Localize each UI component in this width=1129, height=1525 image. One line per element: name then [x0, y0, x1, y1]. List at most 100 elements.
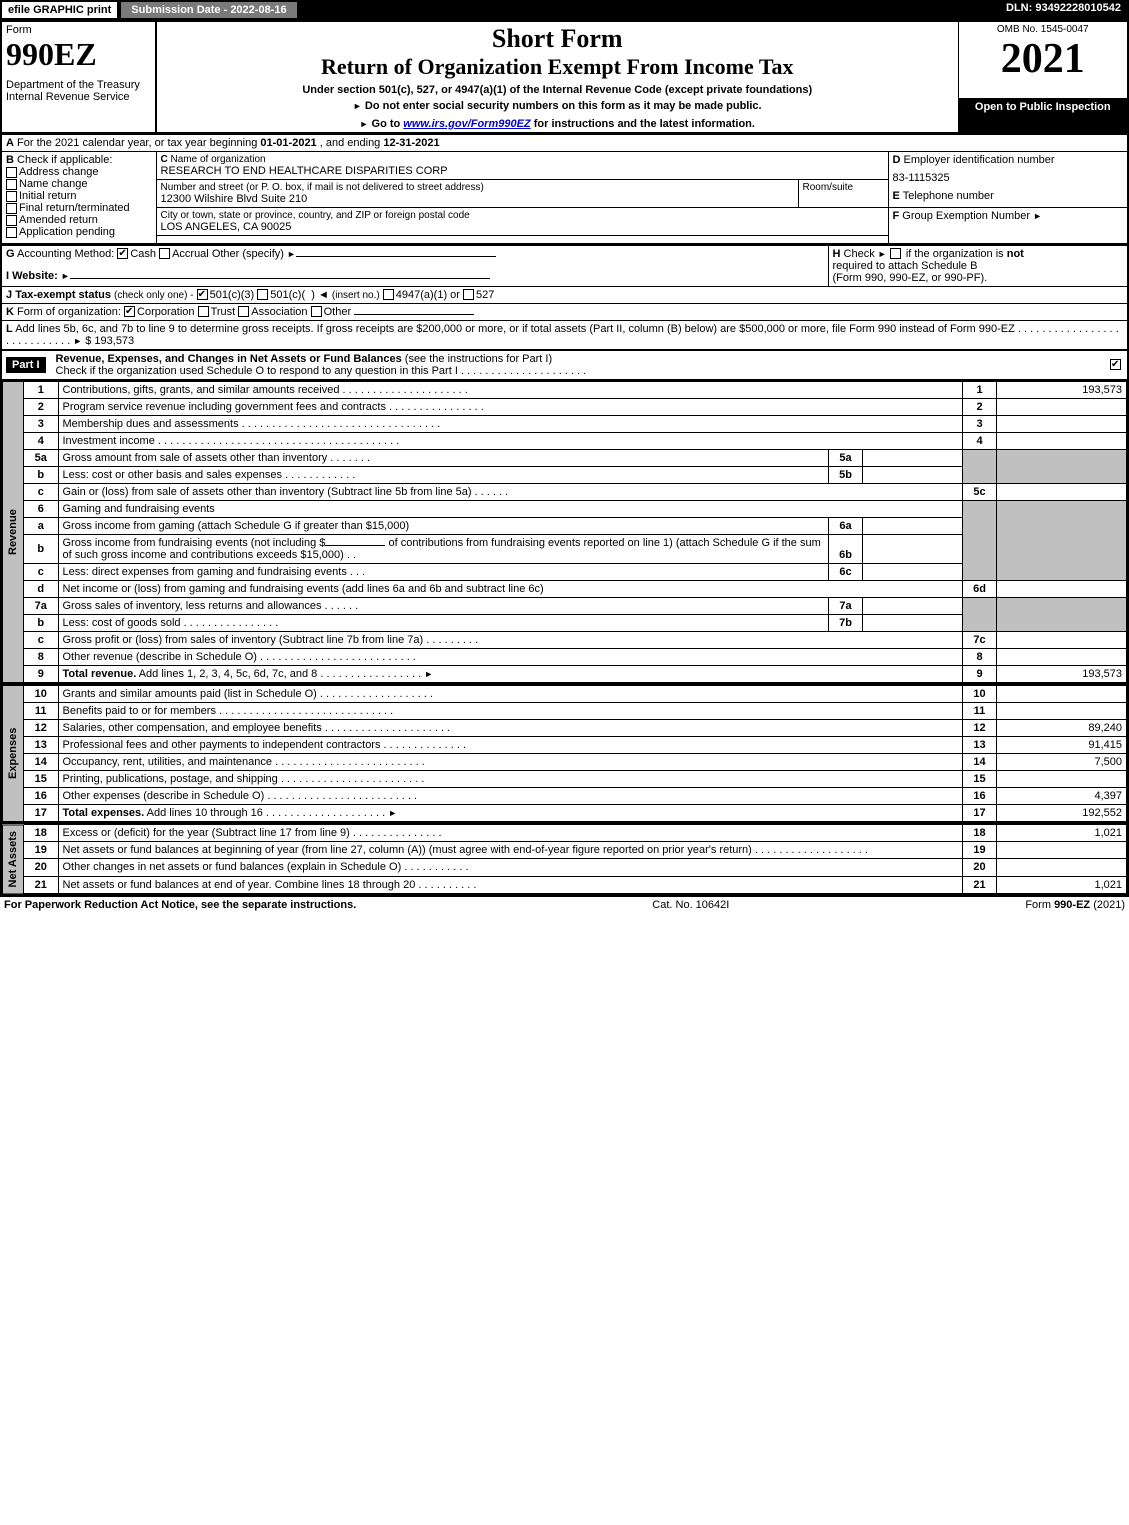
line-21-no: 21 [24, 876, 58, 893]
line-6-no: 6 [24, 500, 58, 517]
line-14-amt: 7,500 [997, 753, 1127, 770]
line-6b-amt-input[interactable] [325, 545, 385, 546]
other-org-checkbox[interactable] [311, 306, 322, 317]
arrow-icon [1033, 210, 1042, 222]
footer-right-a: Form [1025, 899, 1051, 911]
netassets-tab: Net Assets [2, 824, 24, 894]
line-8-amt [997, 648, 1127, 665]
line-a-mid: , and ending [320, 137, 381, 149]
top-bar: efile GRAPHIC print Submission Date - 20… [0, 0, 1129, 20]
cash-checkbox[interactable] [117, 248, 128, 259]
arrow-icon [287, 248, 296, 260]
application-pending-checkbox[interactable] [6, 227, 17, 238]
h-checkbox[interactable] [890, 248, 901, 259]
tax-year: 2021 [963, 35, 1124, 83]
line-19-no: 19 [24, 841, 58, 858]
arrow-icon [61, 270, 70, 282]
city-label: City or town, state or province, country… [161, 210, 884, 221]
line-7c-box: 7c [963, 631, 997, 648]
4947-checkbox[interactable] [383, 289, 394, 300]
line-4-amt [997, 432, 1127, 449]
line-d-label: D [893, 154, 901, 166]
corp-label: Corporation [137, 306, 194, 318]
line-k-label: K [6, 306, 14, 318]
topbar-spacer [299, 0, 998, 20]
other-org-input[interactable] [354, 314, 474, 315]
h-check-text: Check [844, 248, 875, 260]
trust-checkbox[interactable] [198, 306, 209, 317]
line-6b-sub: 6b [829, 534, 863, 563]
line-21-desc: Net assets or fund balances at end of ye… [63, 879, 416, 891]
addr-value: 12300 Wilshire Blvd Suite 210 [161, 193, 794, 205]
revenue-tab: Revenue [2, 381, 24, 683]
line-18-amt: 1,021 [997, 824, 1127, 841]
line-5b-sub: 5b [829, 466, 863, 483]
line-20-amt [997, 859, 1127, 876]
line-11-desc: Benefits paid to or for members [63, 705, 216, 717]
501c3-label: 501(c)(3) [210, 289, 255, 301]
initial-return-checkbox[interactable] [6, 191, 17, 202]
line-10-box: 10 [963, 685, 997, 702]
tax-exempt-sub: (check only one) - [114, 290, 193, 301]
line-l-text: Add lines 5b, 6c, and 7b to line 9 to de… [15, 323, 1015, 335]
other-org-label: Other [324, 306, 352, 318]
dept-label: Department of the Treasury Internal Reve… [6, 79, 151, 103]
line-1-box: 1 [963, 381, 997, 398]
footer-right-c: (2021) [1093, 899, 1125, 911]
line-3-box: 3 [963, 415, 997, 432]
line-7a-subamt [863, 597, 963, 614]
line-6c-sub: 6c [829, 563, 863, 580]
arrow-icon [424, 668, 433, 680]
line-4-desc: Investment income [63, 435, 155, 447]
line-6b-desc1: Gross income from fundraising events (no… [63, 537, 326, 549]
part-i-label: Part I [6, 357, 46, 373]
line-14-box: 14 [963, 753, 997, 770]
line-4-no: 4 [24, 432, 58, 449]
group-exemption-label: Group Exemption Number [902, 210, 1030, 222]
phone-label: Telephone number [903, 190, 994, 202]
address-change-checkbox[interactable] [6, 167, 17, 178]
line-h-label: H [833, 248, 841, 260]
other-specify-input[interactable] [296, 256, 496, 257]
line-a-text1: For the 2021 calendar year, or tax year … [17, 137, 257, 149]
line-9-box: 9 [963, 665, 997, 682]
line-19-box: 19 [963, 841, 997, 858]
shaded-cell [963, 500, 997, 580]
shaded-cell [963, 597, 997, 631]
line-20-desc: Other changes in net assets or fund bala… [63, 861, 402, 873]
line-15-box: 15 [963, 770, 997, 787]
line-7b-desc: Less: cost of goods sold [63, 617, 181, 629]
goto-link[interactable]: www.irs.gov/Form990EZ [403, 118, 530, 130]
line-5c-amt [997, 483, 1127, 500]
line-5a-sub: 5a [829, 449, 863, 466]
final-return-checkbox[interactable] [6, 203, 17, 214]
line-15-amt [997, 770, 1127, 787]
h-text2: if the organization is [906, 248, 1004, 260]
part-i-checkbox[interactable] [1110, 359, 1121, 370]
line-7a-no: 7a [24, 597, 58, 614]
donot-text: Do not enter social security numbers on … [365, 100, 762, 112]
efile-print-label[interactable]: efile GRAPHIC print [0, 0, 119, 20]
line-7b-sub: 7b [829, 614, 863, 631]
accrual-checkbox[interactable] [159, 248, 170, 259]
527-checkbox[interactable] [463, 289, 474, 300]
line-i-label: I [6, 270, 9, 282]
501c3-checkbox[interactable] [197, 289, 208, 300]
line-8-box: 8 [963, 648, 997, 665]
name-change-checkbox[interactable] [6, 179, 17, 190]
line-11-amt [997, 702, 1127, 719]
line-9-desc2: Add lines 1, 2, 3, 4, 5c, 6d, 7c, and 8 [139, 668, 318, 680]
assoc-checkbox[interactable] [238, 306, 249, 317]
501c-checkbox[interactable] [257, 289, 268, 300]
line-2-no: 2 [24, 398, 58, 415]
amended-return-checkbox[interactable] [6, 215, 17, 226]
form-org-label: Form of organization: [17, 306, 121, 318]
revenue-section: Revenue 1Contributions, gifts, grants, a… [0, 381, 1129, 683]
under-section: Under section 501(c), 527, or 4947(a)(1)… [161, 84, 954, 96]
line-a-begin: 01-01-2021 [260, 137, 316, 149]
website-input[interactable] [70, 278, 490, 279]
line-2-box: 2 [963, 398, 997, 415]
corp-checkbox[interactable] [124, 306, 135, 317]
ghijkl-table: G Accounting Method: Cash Accrual Other … [0, 245, 1129, 351]
line-g-label: G [6, 248, 15, 260]
